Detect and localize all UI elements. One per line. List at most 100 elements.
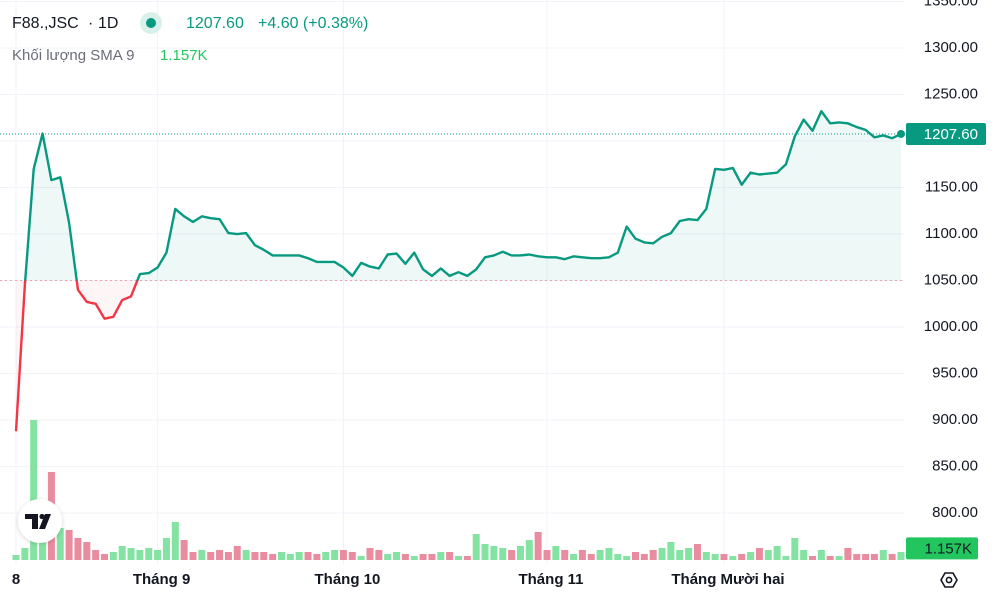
- volume-bar: [348, 552, 356, 560]
- status-dot: [146, 18, 156, 28]
- volume-bar: [260, 552, 268, 560]
- volume-bar: [109, 552, 117, 560]
- x-tick-label: Tháng 10: [315, 571, 381, 588]
- volume-bar: [375, 550, 383, 560]
- logo-mark[interactable]: [25, 514, 51, 529]
- volume-bar: [180, 540, 188, 560]
- volume-pane: [12, 420, 905, 560]
- volume-bar: [835, 556, 843, 560]
- volume-bar: [278, 552, 285, 560]
- price-pane: [0, 110, 905, 432]
- volume-bar: [189, 552, 197, 560]
- volume-bar: [862, 554, 870, 560]
- settings-icon-center[interactable]: [945, 576, 953, 584]
- volume-bar: [286, 554, 294, 560]
- x-tick-label: Tháng Mười hai: [671, 571, 784, 588]
- volume-bar: [437, 552, 445, 560]
- price-axis: 800.00 850.00 900.00 950.00 1000.00 1050.00 11…: [906, 0, 986, 560]
- separator: ·: [88, 15, 93, 32]
- y-tick-label: 1000.00: [924, 318, 978, 335]
- volume-bar: [782, 556, 790, 560]
- volume-bar: [508, 550, 516, 560]
- change: +4.60 (+0.38%): [258, 15, 368, 32]
- volume-bar: [455, 556, 462, 560]
- settings-icon[interactable]: [940, 572, 958, 588]
- volume-bar: [764, 550, 772, 560]
- volume-bar: [313, 554, 321, 560]
- volume-bar: [21, 548, 29, 560]
- volume-bar: [472, 534, 480, 560]
- volume-bar: [251, 552, 259, 560]
- volume-bar: [127, 548, 135, 560]
- volume-bar: [570, 554, 578, 560]
- volume-bar: [561, 550, 569, 560]
- volume-bar: [693, 544, 701, 560]
- volume-bar: [817, 550, 825, 560]
- volume-bar: [12, 555, 20, 560]
- volume-bar: [65, 530, 73, 560]
- volume-bar: [870, 554, 878, 560]
- volume-bar: [490, 546, 498, 560]
- y-tick-label: 1350.00: [924, 0, 978, 9]
- volume-bar: [30, 420, 38, 560]
- volume-bar: [499, 548, 507, 560]
- y-tick-label: 1300.00: [924, 39, 978, 56]
- volume-bar: [844, 548, 852, 560]
- volume-bar: [269, 554, 277, 560]
- volume-bar: [879, 550, 887, 560]
- last-price-label: 1207.60: [924, 126, 978, 143]
- logo-circle[interactable]: [18, 499, 62, 543]
- y-tick-label: 950.00: [932, 365, 978, 382]
- price-line: [14, 110, 902, 432]
- volume-bar: [162, 538, 170, 560]
- volume-bar: [295, 552, 303, 560]
- price: 1207.60: [186, 15, 244, 32]
- volume-bar: [658, 548, 666, 560]
- y-tick-label: 1050.00: [924, 272, 978, 289]
- volume-bar: [667, 542, 675, 560]
- y-tick-label: 1250.00: [924, 85, 978, 102]
- volume-bar: [534, 532, 542, 560]
- area-down: [16, 280, 901, 432]
- volume-bar: [516, 546, 524, 560]
- x-tick-label: Tháng 11: [518, 571, 583, 588]
- volume-bar: [614, 554, 622, 560]
- x-tick-label: Tháng 9: [133, 571, 191, 588]
- volume-bar: [702, 552, 710, 560]
- volume-bar: [632, 552, 639, 560]
- volume-bar: [800, 550, 808, 560]
- volume-sma-label: 1.157K: [924, 540, 972, 557]
- volume-bar: [578, 550, 586, 560]
- volume-bar: [623, 556, 631, 560]
- volume-bar: [419, 554, 427, 560]
- x-tick-label: 8: [12, 571, 20, 588]
- volume-bar: [74, 538, 82, 560]
- volume-bar: [366, 548, 374, 560]
- volume-bar: [649, 550, 657, 560]
- volume-bar: [446, 552, 454, 560]
- volume-bar: [171, 522, 179, 560]
- volume-bar: [738, 554, 746, 560]
- settings-button[interactable]: [940, 572, 958, 588]
- volume-bar: [428, 554, 436, 560]
- volume-sma-box: [906, 537, 978, 560]
- y-tick-label: 800.00: [932, 504, 978, 521]
- volume-bar: [791, 538, 799, 560]
- volume-bar: [826, 556, 834, 560]
- volume-bar: [145, 548, 153, 560]
- volume-bar: [410, 556, 418, 560]
- volume-bar: [747, 552, 755, 560]
- area-up: [25, 111, 901, 281]
- volume-bar: [711, 554, 719, 560]
- volume-bar: [224, 552, 232, 560]
- volume-bar: [393, 552, 401, 560]
- volume-label: Khối lượng SMA 9: [12, 47, 134, 64]
- logo-dot[interactable]: [39, 513, 45, 520]
- volume-bar: [92, 550, 100, 560]
- tv-logo[interactable]: [18, 499, 62, 543]
- volume-bar: [543, 550, 551, 560]
- volume-bar: [216, 550, 224, 560]
- volume-bar: [322, 552, 330, 560]
- volume-bar: [853, 554, 861, 560]
- volume-bar: [773, 546, 781, 560]
